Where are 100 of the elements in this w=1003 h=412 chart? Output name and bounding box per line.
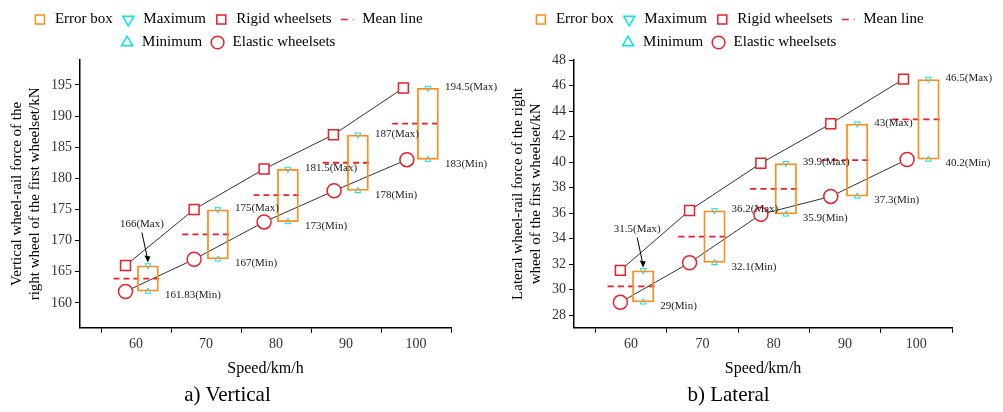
point (424, 155, 432, 162)
y-tick-label: 42 (552, 128, 566, 144)
point (899, 151, 915, 168)
point (853, 121, 861, 128)
point (710, 258, 719, 266)
x-tick-label: 90 (339, 335, 353, 351)
point (188, 203, 200, 216)
annotation: 29(Min) (660, 299, 698, 313)
point (256, 214, 272, 230)
point (681, 255, 698, 271)
point (117, 283, 134, 300)
text: a) Vertical (184, 381, 271, 406)
y-tick-label: 195 (51, 76, 72, 92)
x-axis-title: Speed/km/h (227, 359, 304, 378)
y-tick-label: 40 (552, 153, 566, 169)
annotation: 161.83(Min) (164, 288, 222, 302)
point (258, 163, 270, 175)
point (284, 166, 292, 173)
point (710, 208, 719, 215)
legend-label: Elastic wheelsets (733, 33, 837, 50)
point (853, 192, 861, 199)
legend-label: Maximum (143, 10, 207, 27)
point (924, 155, 932, 162)
annotation: 167(Min) (234, 256, 278, 270)
legend-label: Maximum (644, 10, 708, 27)
legend-label: Rigid wheelsets (737, 10, 833, 27)
y-tick-label: 160 (51, 294, 72, 310)
y-tick-label: 175 (51, 201, 72, 217)
x-tick-label: 80 (269, 335, 283, 351)
y-tick-label: 38 (552, 179, 566, 195)
y-tick-label: 190 (51, 107, 72, 123)
point (397, 82, 410, 94)
point (354, 186, 362, 194)
y-tick-label: 48 (552, 51, 566, 67)
annotation: 40.2(Min) (945, 156, 991, 170)
point (354, 132, 362, 139)
point (612, 294, 629, 311)
annotation: 32.1(Min) (731, 259, 777, 273)
annotation: 35.9(Min) (802, 211, 849, 225)
annotation: 178(Min) (374, 187, 418, 201)
legend-label: Mean line (863, 10, 924, 27)
legend-label: Rigid wheelsets (236, 10, 332, 27)
point (144, 263, 152, 270)
point (924, 76, 932, 84)
point (639, 298, 647, 305)
point (639, 268, 647, 275)
x-tick-label: 100 (405, 335, 427, 351)
point (614, 264, 627, 277)
y-tick-label: 46 (552, 77, 566, 93)
y-tick-label: 28 (552, 306, 566, 322)
annotation: 166(Max) (119, 216, 165, 230)
y-axis-title: Vertical wheel-rail force of the right wheel of the first wheelset/kN (7, 87, 42, 301)
annotation: 43(Max) (874, 115, 913, 129)
point (782, 161, 790, 168)
point (755, 157, 767, 169)
x-tick-label: 80 (766, 335, 781, 351)
point (683, 204, 696, 217)
x-tick-label: 100 (905, 335, 927, 351)
annotation: 183(Min) (444, 156, 488, 170)
point (119, 259, 132, 272)
point (284, 217, 292, 225)
point (897, 73, 910, 85)
legend-label: Error box (555, 10, 615, 27)
point (214, 255, 222, 262)
legend-label: Error box (54, 10, 114, 27)
legend-label: Elastic wheelsets (232, 33, 336, 50)
y-tick-label: 32 (552, 255, 566, 271)
y-tick-label: 34 (552, 230, 566, 246)
annotation: 46.5(Max) (945, 71, 993, 85)
x-tick-label: 70 (695, 335, 710, 351)
x-tick-label: 60 (624, 335, 639, 351)
annotation: 173(Min) (304, 218, 348, 232)
x-tick-label: 90 (838, 335, 853, 351)
point (399, 151, 415, 168)
x-tick-label: 70 (199, 335, 213, 351)
annotation: 31.5(Max) (613, 221, 661, 235)
legend-label: Minimum (142, 33, 203, 50)
x-tick-label: 60 (129, 335, 143, 351)
point (326, 183, 342, 199)
point (144, 287, 152, 294)
text: b) Lateral (687, 381, 770, 406)
point (782, 210, 790, 217)
legend-label: Mean line (362, 10, 423, 27)
y-tick-label: 185 (51, 138, 72, 154)
annotation: 194.5(Max) (444, 79, 498, 93)
y-tick-label: 180 (51, 170, 72, 185)
y-tick-label: 170 (51, 232, 72, 248)
point (825, 118, 837, 130)
y-tick-label: 30 (552, 281, 566, 297)
y-tick-label: 36 (552, 204, 566, 220)
y-tick-label: 165 (51, 263, 72, 279)
point (214, 207, 222, 214)
y-axis-title: Lateral wheel-rail force of the right wheel of the first wheelset/kN (508, 87, 543, 300)
annotation: 37.3(Min) (874, 193, 920, 207)
point (186, 251, 202, 268)
legend-label: Minimum (643, 33, 704, 50)
point (327, 129, 340, 141)
x-axis-title: Speed/km/h (724, 359, 802, 378)
y-tick-label: 44 (552, 102, 566, 118)
point (424, 85, 432, 93)
